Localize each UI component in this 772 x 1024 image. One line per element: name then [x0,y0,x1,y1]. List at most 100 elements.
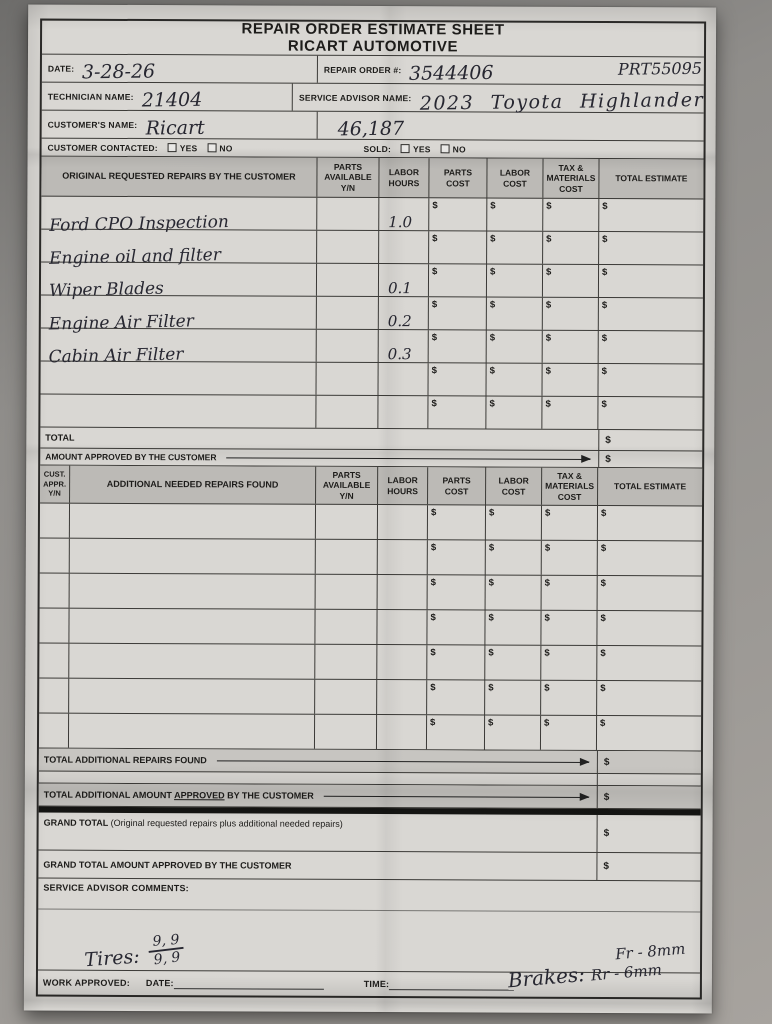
date-label: DATE: [47,63,75,74]
parts-available-cell [315,574,378,610]
labor-hours-cell [376,715,428,750]
customer-name-value: Ricart [145,116,205,140]
labor-cost-cell: $ [487,231,544,264]
labor-hours-cell: 0.3 [378,330,429,363]
labor-cost-cell: $ [486,396,543,429]
work-time-label: TIME: [363,978,390,990]
customer-contacted-group: CUSTOMER CONTACTED: YES NO [42,142,320,153]
dollar-sign: $ [489,365,495,377]
parts-available-cell [314,714,378,750]
total-estimate-cell: $ [599,298,703,330]
total-additional-approved-row: TOTAL ADDITIONAL AMOUNT APPROVED BY THE … [38,783,701,810]
labor-cost-cell: $ [486,264,544,297]
arrow-line [226,456,591,460]
dollar-sign: $ [545,332,552,344]
labor-hours-handwriting: 0.1 [387,279,412,298]
repair-desc-cell: Ford CPO Inspection [41,196,318,236]
labor-hours-cell [378,396,429,429]
col-header-total-estimate: TOTAL ESTIMATE [614,481,687,492]
comments-label: SERVICE ADVISOR COMMENTS: [43,882,189,894]
parts-cost-cell: $ [426,715,486,750]
col-header-labor-cost: LABOR COST [487,158,544,198]
dollar-sign: $ [430,577,436,589]
dollar-sign: $ [488,717,494,729]
dollar-sign: $ [546,266,552,278]
labor-cost-cell: $ [485,645,542,680]
grand-total-approved-label: GRAND TOTAL AMOUNT APPROVED BY THE CUSTO… [43,859,292,871]
additional-repair-row-6: $ $ $ $ [39,678,702,717]
repair-order-value: 3544406 [409,61,495,85]
mileage-field: 46,187 [318,112,704,141]
arrow-line [323,795,589,798]
dollar-sign: $ [544,577,550,589]
dollar-sign: $ [432,200,438,212]
contacted-no-label: NO [219,142,233,153]
tax-materials-cell: $ [540,715,598,750]
technician-value: 21404 [141,88,203,112]
dollar-sign: $ [602,267,608,279]
dollar-sign: $ [490,233,496,245]
customer-name-label: CUSTOMER'S NAME: [47,119,138,130]
parts-cost-cell: $ [427,575,486,610]
dollar-sign: $ [544,612,550,624]
dollar-sign: $ [431,332,438,344]
dollar-sign: $ [432,233,438,245]
labor-hours-cell [378,363,429,396]
service-advisor-comments: SERVICE ADVISOR COMMENTS: Tires: 9, 9 9,… [37,878,701,991]
col-header-original-desc: ORIGINAL REQUESTED REPAIRS BY THE CUSTOM… [41,156,318,197]
col-header-total-estimate: TOTAL ESTIMATE [615,173,688,184]
tax-materials-cell: $ [541,680,598,715]
parts-available-cell [315,504,379,540]
dollar-sign: $ [603,828,610,840]
labor-hours-cell: 0.1 [378,264,430,298]
labor-hours-cell [377,610,428,645]
labor-hours-cell [377,575,428,610]
total-estimate-cell: $ [598,541,702,575]
parts-available-cell [317,230,380,264]
work-date-label: DATE: [145,978,174,989]
dollar-sign: $ [430,612,436,624]
parts-cost-cell: $ [429,231,488,264]
work-date-blank [173,977,324,990]
amount-approved-cell: $ [598,450,703,468]
labor-hours-cell: 1.0 [379,198,430,231]
total-estimate-cell: $ [597,611,701,645]
dollar-sign: $ [488,577,494,589]
dollar-sign: $ [489,398,495,410]
repair-desc-handwriting: Ford CPO Inspection [49,212,230,236]
parts-available-cell [315,609,378,645]
original-repair-row-2: Engine oil and filter $ $ $ $ [41,229,704,269]
labor-hours-cell [377,680,428,715]
dollar-sign: $ [432,266,438,278]
repair-desc-handwriting: Wiper Blades [48,278,164,302]
arrow-line [216,759,589,763]
dollar-sign: $ [545,299,552,311]
dollar-sign: $ [602,234,608,246]
parts-cost-cell: $ [427,610,486,645]
dollar-sign: $ [601,366,607,378]
tax-materials-cell: $ [541,645,598,680]
grand-total-approved-row: GRAND TOTAL AMOUNT APPROVED BY THE CUSTO… [38,850,701,882]
repair-desc-handwriting: Engine oil and filter [48,245,222,269]
total-additional-approved-cell: $ [596,785,701,809]
additional-repair-row-7: $ $ $ $ [38,713,702,752]
total-estimate-cell: $ [598,397,702,429]
total-estimate-cell: $ [597,681,701,715]
tires-note: Tires: 9, 9 9, 9 [83,932,186,972]
tax-materials-cell: $ [542,396,599,429]
dollar-sign: $ [488,682,494,694]
col-header-parts-available: PARTS AVAILABLE Y/N [317,157,380,198]
total-additional-cell: $ [596,750,701,774]
additional-repair-row-3: $ $ $ $ [39,573,702,612]
additional-repair-row-5: $ $ $ $ [39,643,702,682]
sold-no-checkbox [440,144,450,154]
dollar-sign: $ [430,507,437,519]
sold-no-label: NO [452,143,466,154]
col-header-additional-desc: ADDITIONAL NEEDED REPAIRS FOUND [70,465,317,504]
additional-repair-row-1: $ $ $ $ [39,503,703,542]
tires-label: Tires: [83,945,141,972]
labor-cost-cell: $ [486,330,543,363]
grand-total-label: GRAND TOTAL (Original requested repairs … [43,817,343,829]
parts-available-cell [316,362,379,396]
